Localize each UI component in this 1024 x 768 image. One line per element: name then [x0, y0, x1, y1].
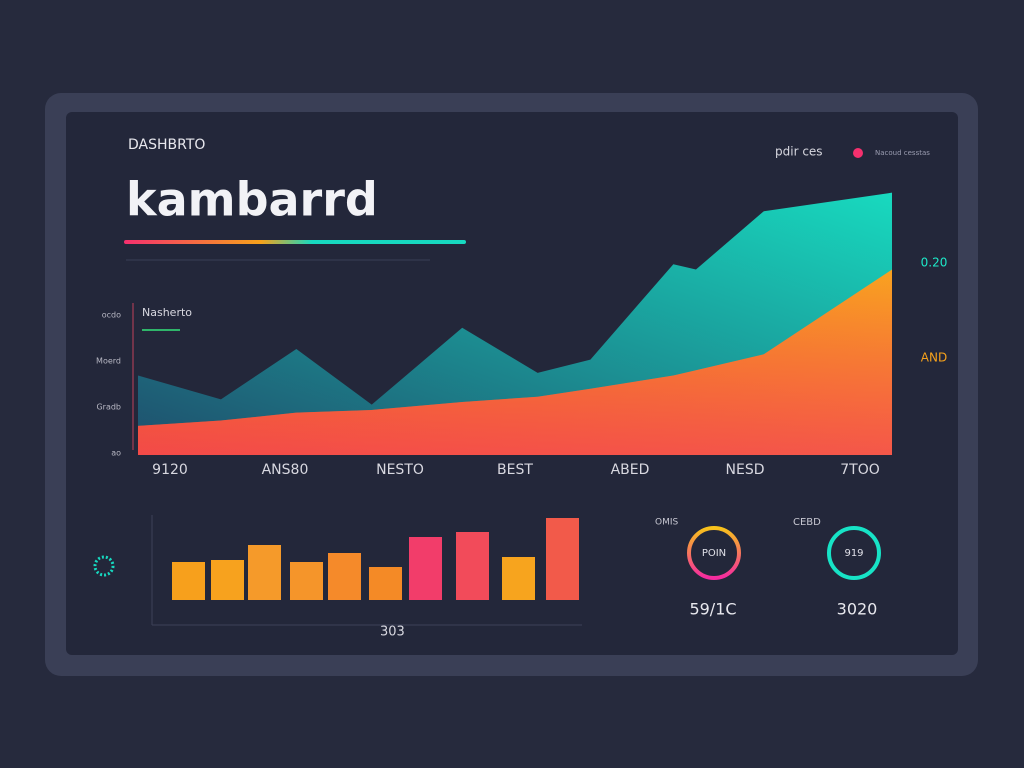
x-label: NESD — [726, 462, 765, 478]
area-overlay — [138, 269, 892, 455]
legend-dot — [853, 148, 863, 158]
bar — [172, 562, 205, 600]
title-underline — [124, 240, 466, 244]
y-label: Moerd — [96, 357, 121, 366]
right-label: 0.20 — [921, 256, 948, 270]
bar — [328, 553, 361, 600]
bar — [502, 557, 535, 600]
donut-ring — [687, 526, 741, 580]
bar — [211, 560, 244, 600]
donut-caption: 3020 — [837, 600, 878, 619]
menu: pdir ces — [775, 145, 823, 159]
legend-text: Nacoud cesstas — [875, 149, 930, 157]
donut-title: CEBD — [793, 517, 821, 528]
x-label: ABED — [611, 462, 650, 478]
y-label: ao — [111, 449, 121, 458]
donut-ring — [827, 526, 881, 580]
bar — [248, 545, 281, 600]
bar-label: 303 — [380, 625, 405, 640]
title: kambarrd — [126, 173, 378, 227]
donut-title: OMIS — [655, 518, 679, 528]
donut-center: POIN — [702, 548, 726, 559]
right-label: AND — [921, 351, 947, 365]
bar — [546, 518, 579, 600]
x-label: 7TOO — [840, 462, 880, 478]
bar — [369, 567, 402, 600]
x-label: 9120 — [152, 462, 188, 478]
chart-label: Nasherto — [142, 306, 192, 319]
donut-center: 919 — [844, 548, 863, 559]
kicker: DASHBRTO — [128, 137, 205, 153]
x-label: BEST — [497, 462, 533, 478]
x-label: ANS80 — [262, 462, 309, 478]
y-label: Gradb — [96, 403, 121, 412]
bar — [290, 562, 323, 600]
bar — [456, 532, 489, 600]
icon — [93, 555, 115, 577]
bar — [409, 537, 442, 600]
x-label: NESTO — [376, 462, 424, 478]
y-label: ocdo — [102, 311, 121, 320]
donut-caption: 59/1C — [689, 600, 736, 619]
